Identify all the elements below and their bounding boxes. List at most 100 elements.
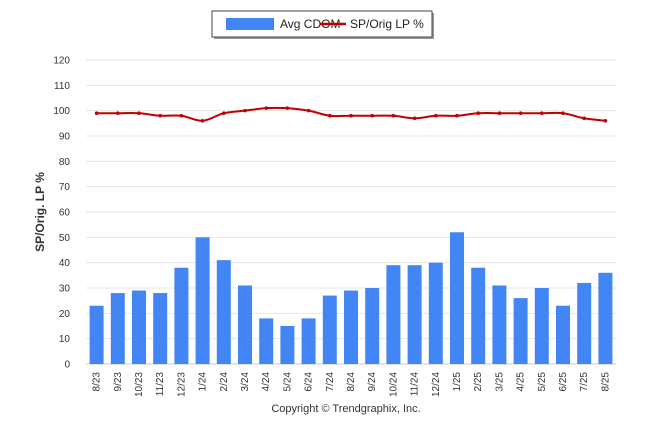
bar-avg-cdom [513,298,528,364]
x-tick-label: 1/25 [452,372,463,392]
y-tick-label: 30 [59,284,71,295]
bar-avg-cdom [174,267,189,364]
bar-avg-cdom [556,305,570,364]
y-tick-label: 70 [59,182,71,193]
bar-avg-cdom [110,293,125,364]
line-point [391,113,396,118]
bar-avg-cdom [407,265,422,364]
line-point [412,116,417,121]
line-point [561,111,565,115]
bar-avg-cdom [238,285,252,364]
x-tick-label: 9/23 [113,372,124,392]
y-tick-label: 90 [59,132,71,143]
bar-avg-cdom [450,232,464,364]
x-tick-label: 8/24 [346,372,357,392]
x-axis-ticks: 8/23 9/23 10/23 11/23 12/23 1/24 2/24 3/24 4/24 5… [92,372,612,397]
y-tick-label: 50 [59,233,71,244]
line-point [328,113,332,118]
x-tick-label: 11/24 [410,372,421,397]
bar-avg-cdom [89,305,104,364]
line-point [518,111,523,115]
line-point [582,116,586,121]
line-point [200,119,205,123]
line-point [158,113,162,118]
x-tick-label: 4/24 [261,372,272,392]
line-point [285,106,290,110]
bar-avg-cdom [598,272,613,364]
line-point [137,111,141,115]
legend-bar-label: Avg CDOM [280,17,340,31]
bar-avg-cdom [386,265,401,364]
x-tick-label: 4/25 [516,372,527,392]
line-point [476,111,481,115]
bar-avg-cdom [322,295,337,364]
line-point [370,113,375,118]
x-tick-label: 3/25 [494,372,505,392]
copyright-credit: Copyright © Trendgraphix, Inc. [271,403,420,415]
y-tick-label: 100 [53,106,70,117]
bar-avg-cdom [534,288,549,364]
y-tick-label: 0 [64,360,70,371]
x-tick-label: 3/24 [240,372,251,392]
x-tick-label: 2/24 [219,372,230,392]
grid [86,59,616,365]
bar-avg-cdom [365,288,380,364]
legend-bar-swatch [226,18,274,30]
y-axis-ticks: 0 10 20 30 40 50 60 70 80 90 100 110 120 [53,56,70,371]
line-point [264,106,269,110]
y-tick-label: 110 [54,81,70,92]
line-point [243,108,247,113]
line-point [94,111,99,115]
bar-avg-cdom [280,326,295,364]
bar-avg-cdom [471,267,486,364]
x-tick-label: 11/23 [155,372,166,397]
bar-series-avg-cdom [89,232,613,364]
x-tick-label: 7/24 [325,372,336,392]
x-tick-label: 8/25 [600,372,611,392]
x-tick-label: 12/23 [176,372,187,397]
legend: Avg CDOM SP/Orig LP % [211,10,434,39]
x-tick-label: 2/25 [473,372,484,392]
y-tick-label: 60 [59,208,71,219]
y-tick-label: 120 [53,56,70,67]
line-point [603,119,608,123]
line-point [349,113,353,118]
line-point [306,108,311,113]
x-tick-label: 12/24 [431,372,442,397]
y-tick-label: 20 [59,309,71,320]
bar-avg-cdom [216,260,231,364]
bar-avg-cdom [195,237,210,364]
bar-avg-cdom [301,318,316,364]
bar-avg-cdom [132,290,146,364]
bar-avg-cdom [344,290,358,364]
x-tick-label: 6/24 [304,372,315,392]
line-point [116,111,120,115]
x-tick-label: 5/25 [537,372,548,392]
line-point [497,111,502,115]
y-tick-label: 10 [59,334,71,345]
x-tick-label: 7/25 [579,372,590,392]
y-tick-label: 80 [59,157,71,168]
line-point [434,113,438,118]
x-tick-label: 10/23 [134,372,145,397]
x-tick-label: 10/24 [388,372,399,397]
bar-avg-cdom [259,318,274,364]
bar-avg-cdom [428,262,443,364]
y-axis-title: SP/Orig. LP % [33,172,47,252]
line-point [540,111,544,115]
x-tick-label: 9/24 [367,372,378,392]
x-tick-label: 1/24 [198,372,209,392]
line-point [455,113,459,118]
x-tick-label: 8/23 [92,372,103,392]
line-point [179,113,184,118]
line-point [222,111,226,115]
x-tick-label: 5/24 [282,372,293,392]
legend-line-label: SP/Orig LP % [350,17,424,31]
bar-avg-cdom [153,293,168,364]
x-tick-label: 6/25 [558,372,569,392]
y-tick-label: 40 [59,258,71,269]
bar-avg-cdom [492,285,507,364]
bar-avg-cdom [577,282,592,364]
line-series-sp-orig-lp [94,106,608,123]
